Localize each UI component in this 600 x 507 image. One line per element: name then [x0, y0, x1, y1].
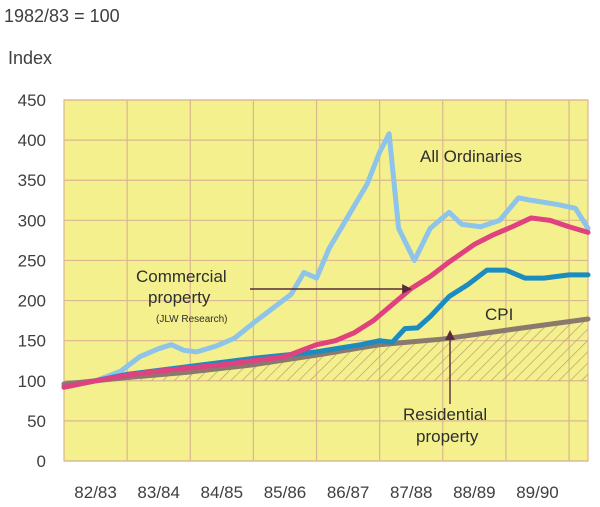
x-tick-label: 82/83: [74, 483, 117, 502]
label-commercial-line1: Commercial: [136, 267, 227, 286]
cpi-hatched-area: [64, 319, 588, 384]
y-tick-label: 300: [18, 211, 46, 230]
y-tick-label: 100: [18, 372, 46, 391]
series-lines: [61, 131, 591, 390]
y-tick-label: 250: [18, 251, 46, 270]
y-tick-label: 350: [18, 171, 46, 190]
x-tick-label: 84/85: [201, 483, 244, 502]
y-tick-label: 150: [18, 332, 46, 351]
x-tick-label: 85/86: [264, 483, 307, 502]
series-line-cpi: [61, 316, 591, 387]
label-commercial-line2: property: [148, 288, 211, 307]
base-year-label: 1982/83 = 100: [4, 6, 120, 26]
label-all-ordinaries: All Ordinaries: [420, 147, 522, 166]
y-tick-label: 200: [18, 292, 46, 311]
y-tick-label: 450: [18, 91, 46, 110]
y-tick-label: 50: [27, 412, 46, 431]
y-axis-title: Index: [8, 48, 52, 68]
label-residential-line1: Residential: [403, 405, 487, 424]
x-tick-label: 88/89: [453, 483, 496, 502]
x-tick-label: 87/88: [390, 483, 433, 502]
x-tick-label: 86/87: [327, 483, 370, 502]
x-tick-label: 83/84: [137, 483, 180, 502]
label-residential-line2: property: [416, 427, 479, 446]
y-tick-label: 0: [37, 452, 46, 471]
plot-border: [63, 99, 589, 462]
series-line-commercial-property: [61, 215, 591, 390]
x-axis-ticks: 82/83 83/84 84/85 85/86 86/87 87/88 88/89 89/90: [74, 483, 558, 502]
y-axis-ticks: 0 50 100 150 200 250 300 350 400 450: [18, 91, 46, 471]
y-tick-label: 400: [18, 131, 46, 150]
x-tick-label: 89/90: [516, 483, 559, 502]
plot-area: [64, 100, 588, 461]
label-cpi: CPI: [485, 305, 513, 324]
series-line-all-ordinaries: [61, 131, 591, 389]
label-commercial-source: (JLW Research): [156, 314, 228, 325]
